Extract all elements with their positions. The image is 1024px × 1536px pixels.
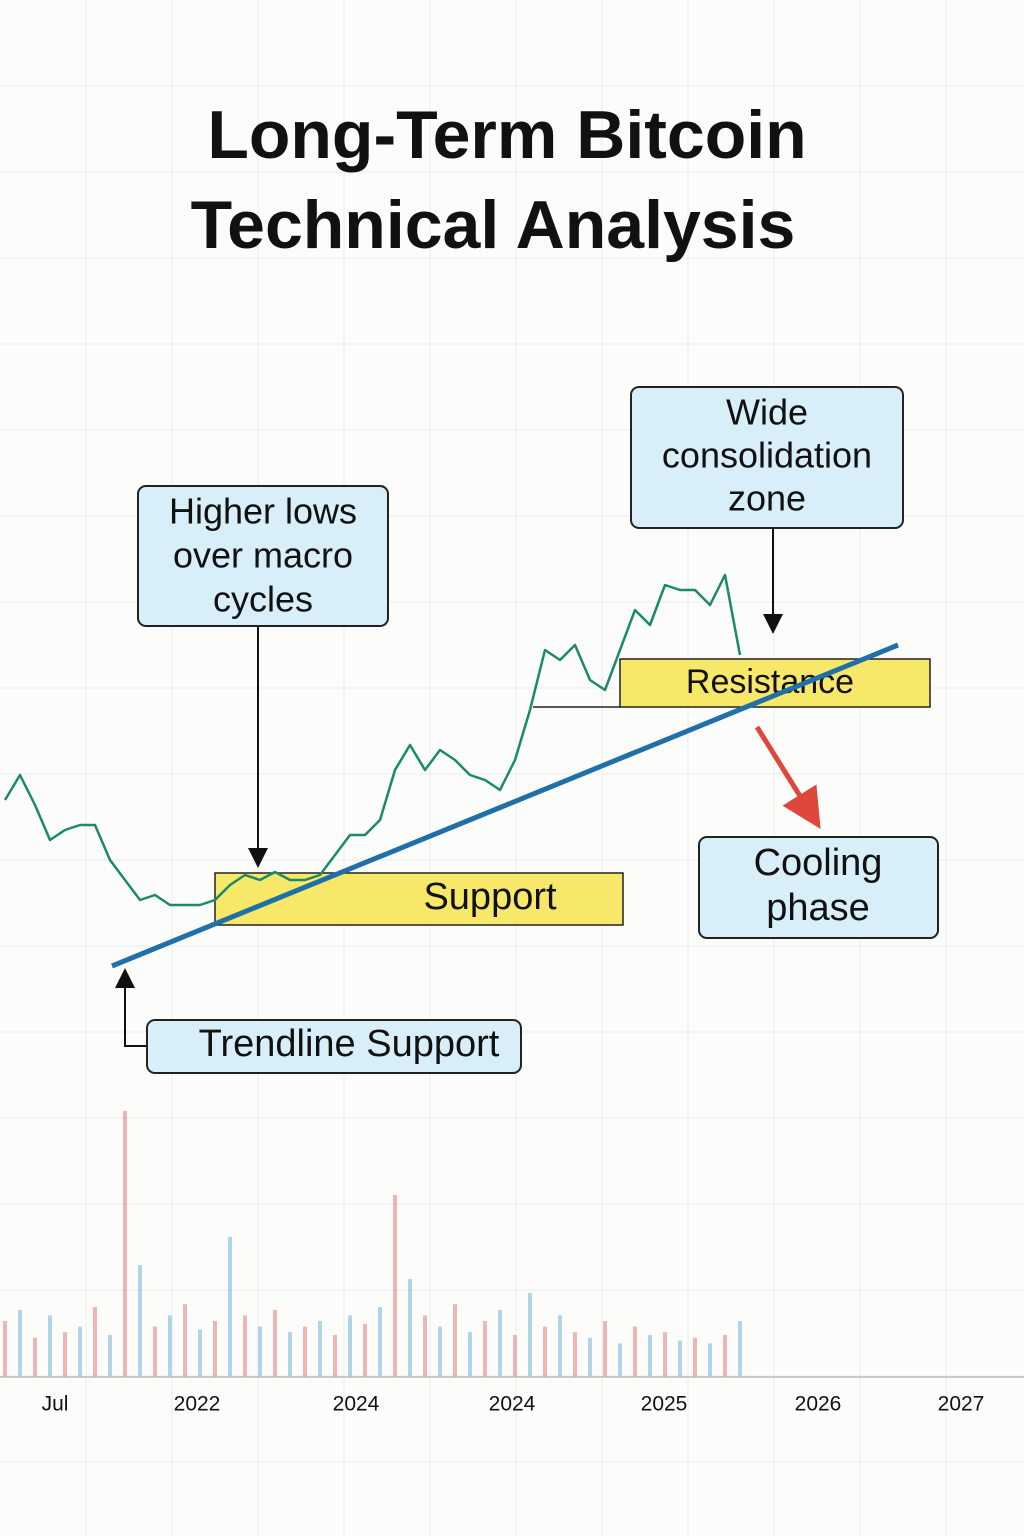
volume-bar (708, 1343, 712, 1377)
annotation-text: Higher lows (169, 491, 357, 532)
volume-bar (108, 1335, 112, 1377)
volume-bar (63, 1332, 67, 1377)
x-axis-labels: Jul 2022 2024 2024 2025 2026 2027 (42, 1393, 985, 1416)
volume-bar (378, 1307, 382, 1377)
volume-bar (228, 1237, 232, 1377)
support-zone (214, 872, 624, 926)
annotation-text: phase (766, 887, 870, 929)
annotation-text: over macro (173, 535, 353, 576)
volume-bar (93, 1307, 97, 1377)
annotation-box (137, 485, 389, 627)
volume-bar (573, 1332, 577, 1377)
annotation-text: Trendline Support (199, 1023, 500, 1065)
volume-bar (303, 1326, 307, 1377)
annotation-box (146, 1019, 522, 1074)
x-tick-label: 2024 (489, 1393, 536, 1416)
volume-bar (738, 1321, 742, 1377)
volume-bar (603, 1321, 607, 1377)
volume-bar (273, 1309, 277, 1377)
chart-title: Technical Analysis (191, 187, 796, 263)
x-tick-label: Jul (42, 1393, 69, 1416)
volume-bar (243, 1315, 247, 1377)
volume-bar (153, 1326, 157, 1377)
volume-bar (693, 1337, 697, 1377)
annotation-text: consolidation (662, 435, 872, 476)
price-line (3, 573, 742, 907)
volume-bar (183, 1304, 187, 1377)
volume-bar (348, 1315, 352, 1377)
volume-bar (483, 1321, 487, 1377)
volume-bar (258, 1326, 262, 1377)
volume-bar (633, 1326, 637, 1377)
volume-bar (438, 1326, 442, 1377)
volume-bar (33, 1337, 37, 1377)
volume-bar (678, 1340, 682, 1377)
volume-bar (513, 1335, 517, 1377)
x-tick-label: 2022 (174, 1393, 221, 1416)
volume-bar (48, 1315, 52, 1377)
volume-bar (558, 1315, 562, 1377)
volume-bar (393, 1195, 397, 1377)
volume-bar (408, 1279, 412, 1377)
volume-bar (648, 1335, 652, 1377)
annotation-text: Cooling (754, 842, 883, 884)
volume-bar (198, 1329, 202, 1377)
volume-bar (333, 1335, 337, 1377)
x-tick-label: 2024 (333, 1393, 380, 1416)
volume-bar (543, 1326, 547, 1377)
annotation-box (698, 836, 939, 939)
volume-bar (318, 1321, 322, 1377)
x-tick-label: 2027 (938, 1393, 985, 1416)
volume-bar (138, 1265, 142, 1377)
x-tick-label: 2026 (795, 1393, 842, 1416)
volume-bar (168, 1315, 172, 1377)
volume-bar (123, 1111, 127, 1377)
volume-bar (723, 1335, 727, 1377)
volume-bar (498, 1309, 502, 1377)
arrow (115, 968, 147, 1047)
volume-bar (288, 1332, 292, 1377)
volume-bar (453, 1304, 457, 1377)
price (3, 573, 742, 907)
volume-bar (363, 1323, 367, 1377)
volume-bar (78, 1326, 82, 1377)
zone-label: Support (423, 876, 557, 918)
volume-bar (618, 1343, 622, 1377)
volume-bar (468, 1332, 472, 1377)
trendline (111, 642, 899, 969)
arrow (754, 725, 821, 829)
volume-bar (18, 1309, 22, 1377)
annotation-text: zone (728, 478, 806, 519)
volume-bars (3, 1111, 742, 1377)
annotation-text: cycles (213, 579, 313, 620)
resistance-zone (619, 658, 931, 708)
volume-bar (423, 1315, 427, 1377)
volume-bar (663, 1332, 667, 1377)
annotation-box (630, 386, 904, 529)
volume-bar (3, 1321, 7, 1377)
x-tick-label: 2025 (641, 1393, 688, 1416)
volume-bar (528, 1293, 532, 1377)
volume-bar (588, 1337, 592, 1377)
annotation-text: Wide (726, 392, 808, 433)
volume-bar (213, 1321, 217, 1377)
chart-title: Long-Term Bitcoin (207, 97, 806, 173)
